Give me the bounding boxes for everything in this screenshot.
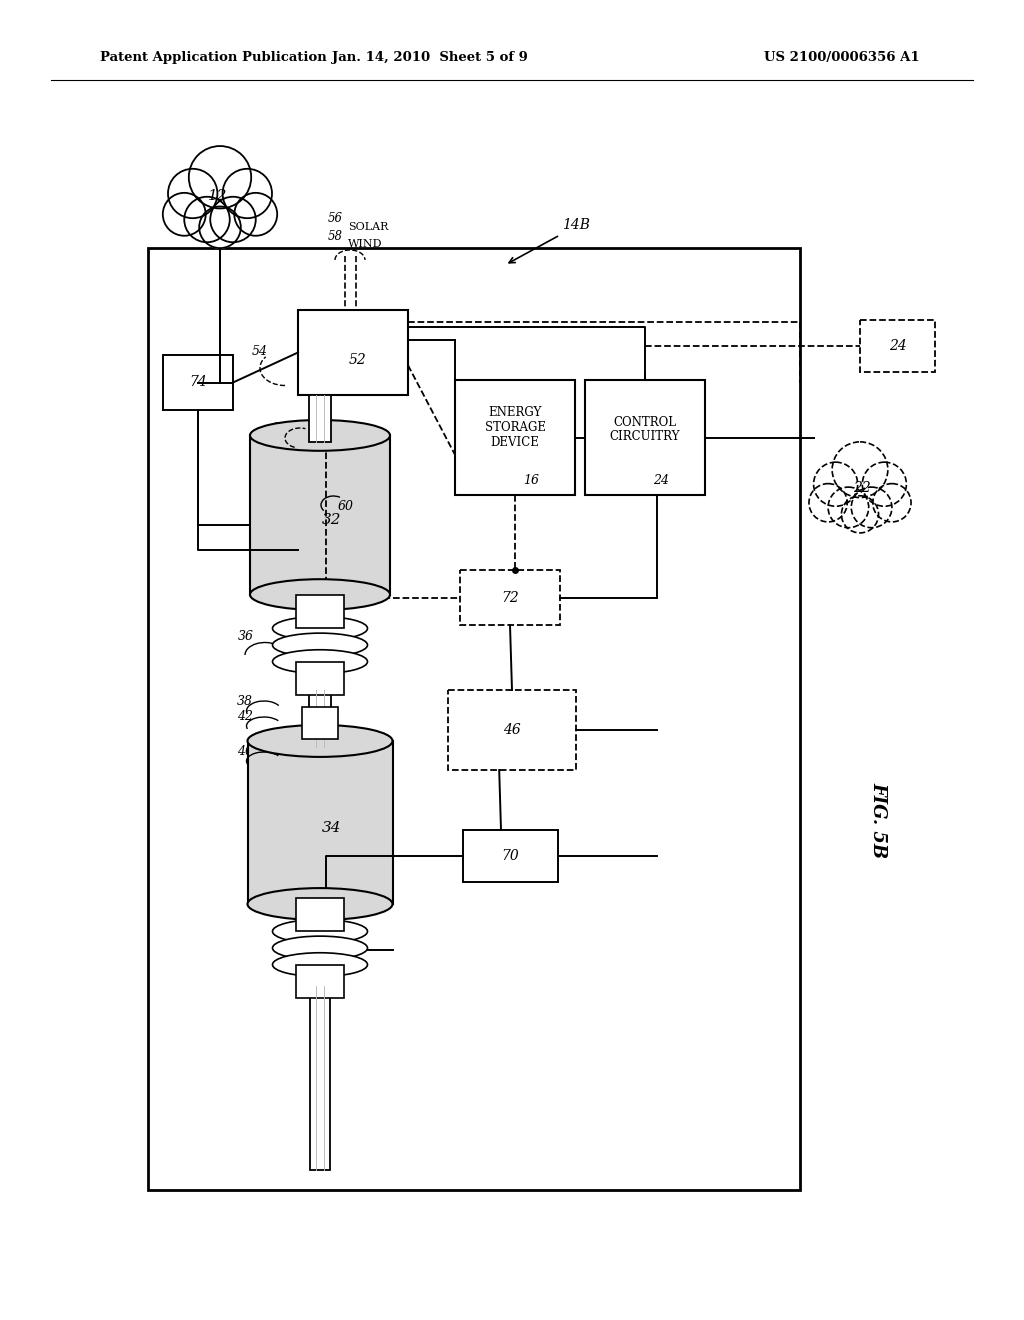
- Text: 24: 24: [889, 339, 906, 352]
- Text: US 2100/0006356 A1: US 2100/0006356 A1: [764, 51, 920, 65]
- Bar: [449, 690, 575, 770]
- Text: 34: 34: [323, 821, 342, 834]
- Circle shape: [222, 169, 272, 218]
- Bar: [296, 595, 344, 628]
- Bar: [455, 380, 575, 495]
- Ellipse shape: [272, 616, 368, 640]
- Ellipse shape: [272, 634, 368, 657]
- Text: SOLAR: SOLAR: [348, 222, 388, 232]
- Bar: [296, 965, 344, 998]
- Ellipse shape: [272, 649, 368, 673]
- Text: 22: 22: [853, 480, 870, 495]
- Circle shape: [234, 193, 278, 236]
- Text: 60: 60: [338, 500, 353, 513]
- Text: 32: 32: [323, 513, 342, 527]
- Ellipse shape: [272, 920, 368, 944]
- Bar: [302, 708, 338, 739]
- Circle shape: [814, 462, 858, 507]
- Circle shape: [210, 197, 256, 243]
- Bar: [298, 310, 408, 395]
- Text: 52: 52: [349, 354, 367, 367]
- Circle shape: [168, 169, 217, 218]
- Ellipse shape: [250, 420, 390, 451]
- Text: ENERGY
STORAGE
DEVICE: ENERGY STORAGE DEVICE: [484, 407, 546, 449]
- Text: 38: 38: [273, 422, 289, 436]
- Ellipse shape: [248, 888, 392, 920]
- Bar: [250, 436, 390, 594]
- Bar: [296, 898, 344, 932]
- Circle shape: [862, 462, 906, 507]
- Text: 56: 56: [328, 213, 343, 224]
- Text: CONTROL
CIRCUITRY: CONTROL CIRCUITRY: [609, 416, 680, 444]
- Text: FIG. 5B: FIG. 5B: [869, 781, 887, 858]
- Bar: [163, 355, 233, 411]
- Circle shape: [828, 487, 868, 528]
- Text: 72: 72: [501, 590, 519, 605]
- Text: WIND: WIND: [348, 239, 383, 249]
- Bar: [296, 661, 344, 694]
- Text: 36: 36: [238, 630, 254, 643]
- Text: 12: 12: [208, 189, 227, 203]
- Circle shape: [851, 487, 892, 528]
- Text: 70: 70: [502, 849, 519, 863]
- Text: 40: 40: [237, 744, 253, 758]
- Circle shape: [184, 197, 229, 243]
- Bar: [585, 380, 705, 495]
- Bar: [310, 986, 330, 1170]
- Text: 24: 24: [653, 474, 669, 487]
- Circle shape: [833, 442, 888, 498]
- Bar: [460, 570, 560, 624]
- Bar: [248, 741, 392, 904]
- Circle shape: [809, 483, 847, 521]
- Text: 58: 58: [328, 230, 343, 243]
- Bar: [463, 830, 558, 882]
- Text: 54: 54: [252, 345, 268, 358]
- Circle shape: [842, 496, 879, 533]
- Ellipse shape: [272, 936, 368, 960]
- Ellipse shape: [250, 579, 390, 610]
- Bar: [309, 395, 331, 442]
- Text: 74: 74: [189, 375, 207, 389]
- Text: Patent Application Publication: Patent Application Publication: [100, 51, 327, 65]
- Ellipse shape: [248, 725, 392, 756]
- Circle shape: [163, 193, 206, 236]
- Bar: [148, 248, 800, 1191]
- Circle shape: [200, 206, 241, 248]
- Text: 42: 42: [237, 710, 253, 723]
- Text: 38: 38: [237, 696, 253, 708]
- Text: 46: 46: [503, 723, 521, 737]
- Text: Jan. 14, 2010  Sheet 5 of 9: Jan. 14, 2010 Sheet 5 of 9: [332, 51, 528, 65]
- Circle shape: [872, 483, 911, 521]
- Bar: [860, 319, 935, 372]
- Text: 16: 16: [523, 474, 539, 487]
- Circle shape: [188, 147, 251, 209]
- Bar: [309, 690, 331, 747]
- Ellipse shape: [272, 953, 368, 977]
- Text: 14B: 14B: [562, 218, 590, 232]
